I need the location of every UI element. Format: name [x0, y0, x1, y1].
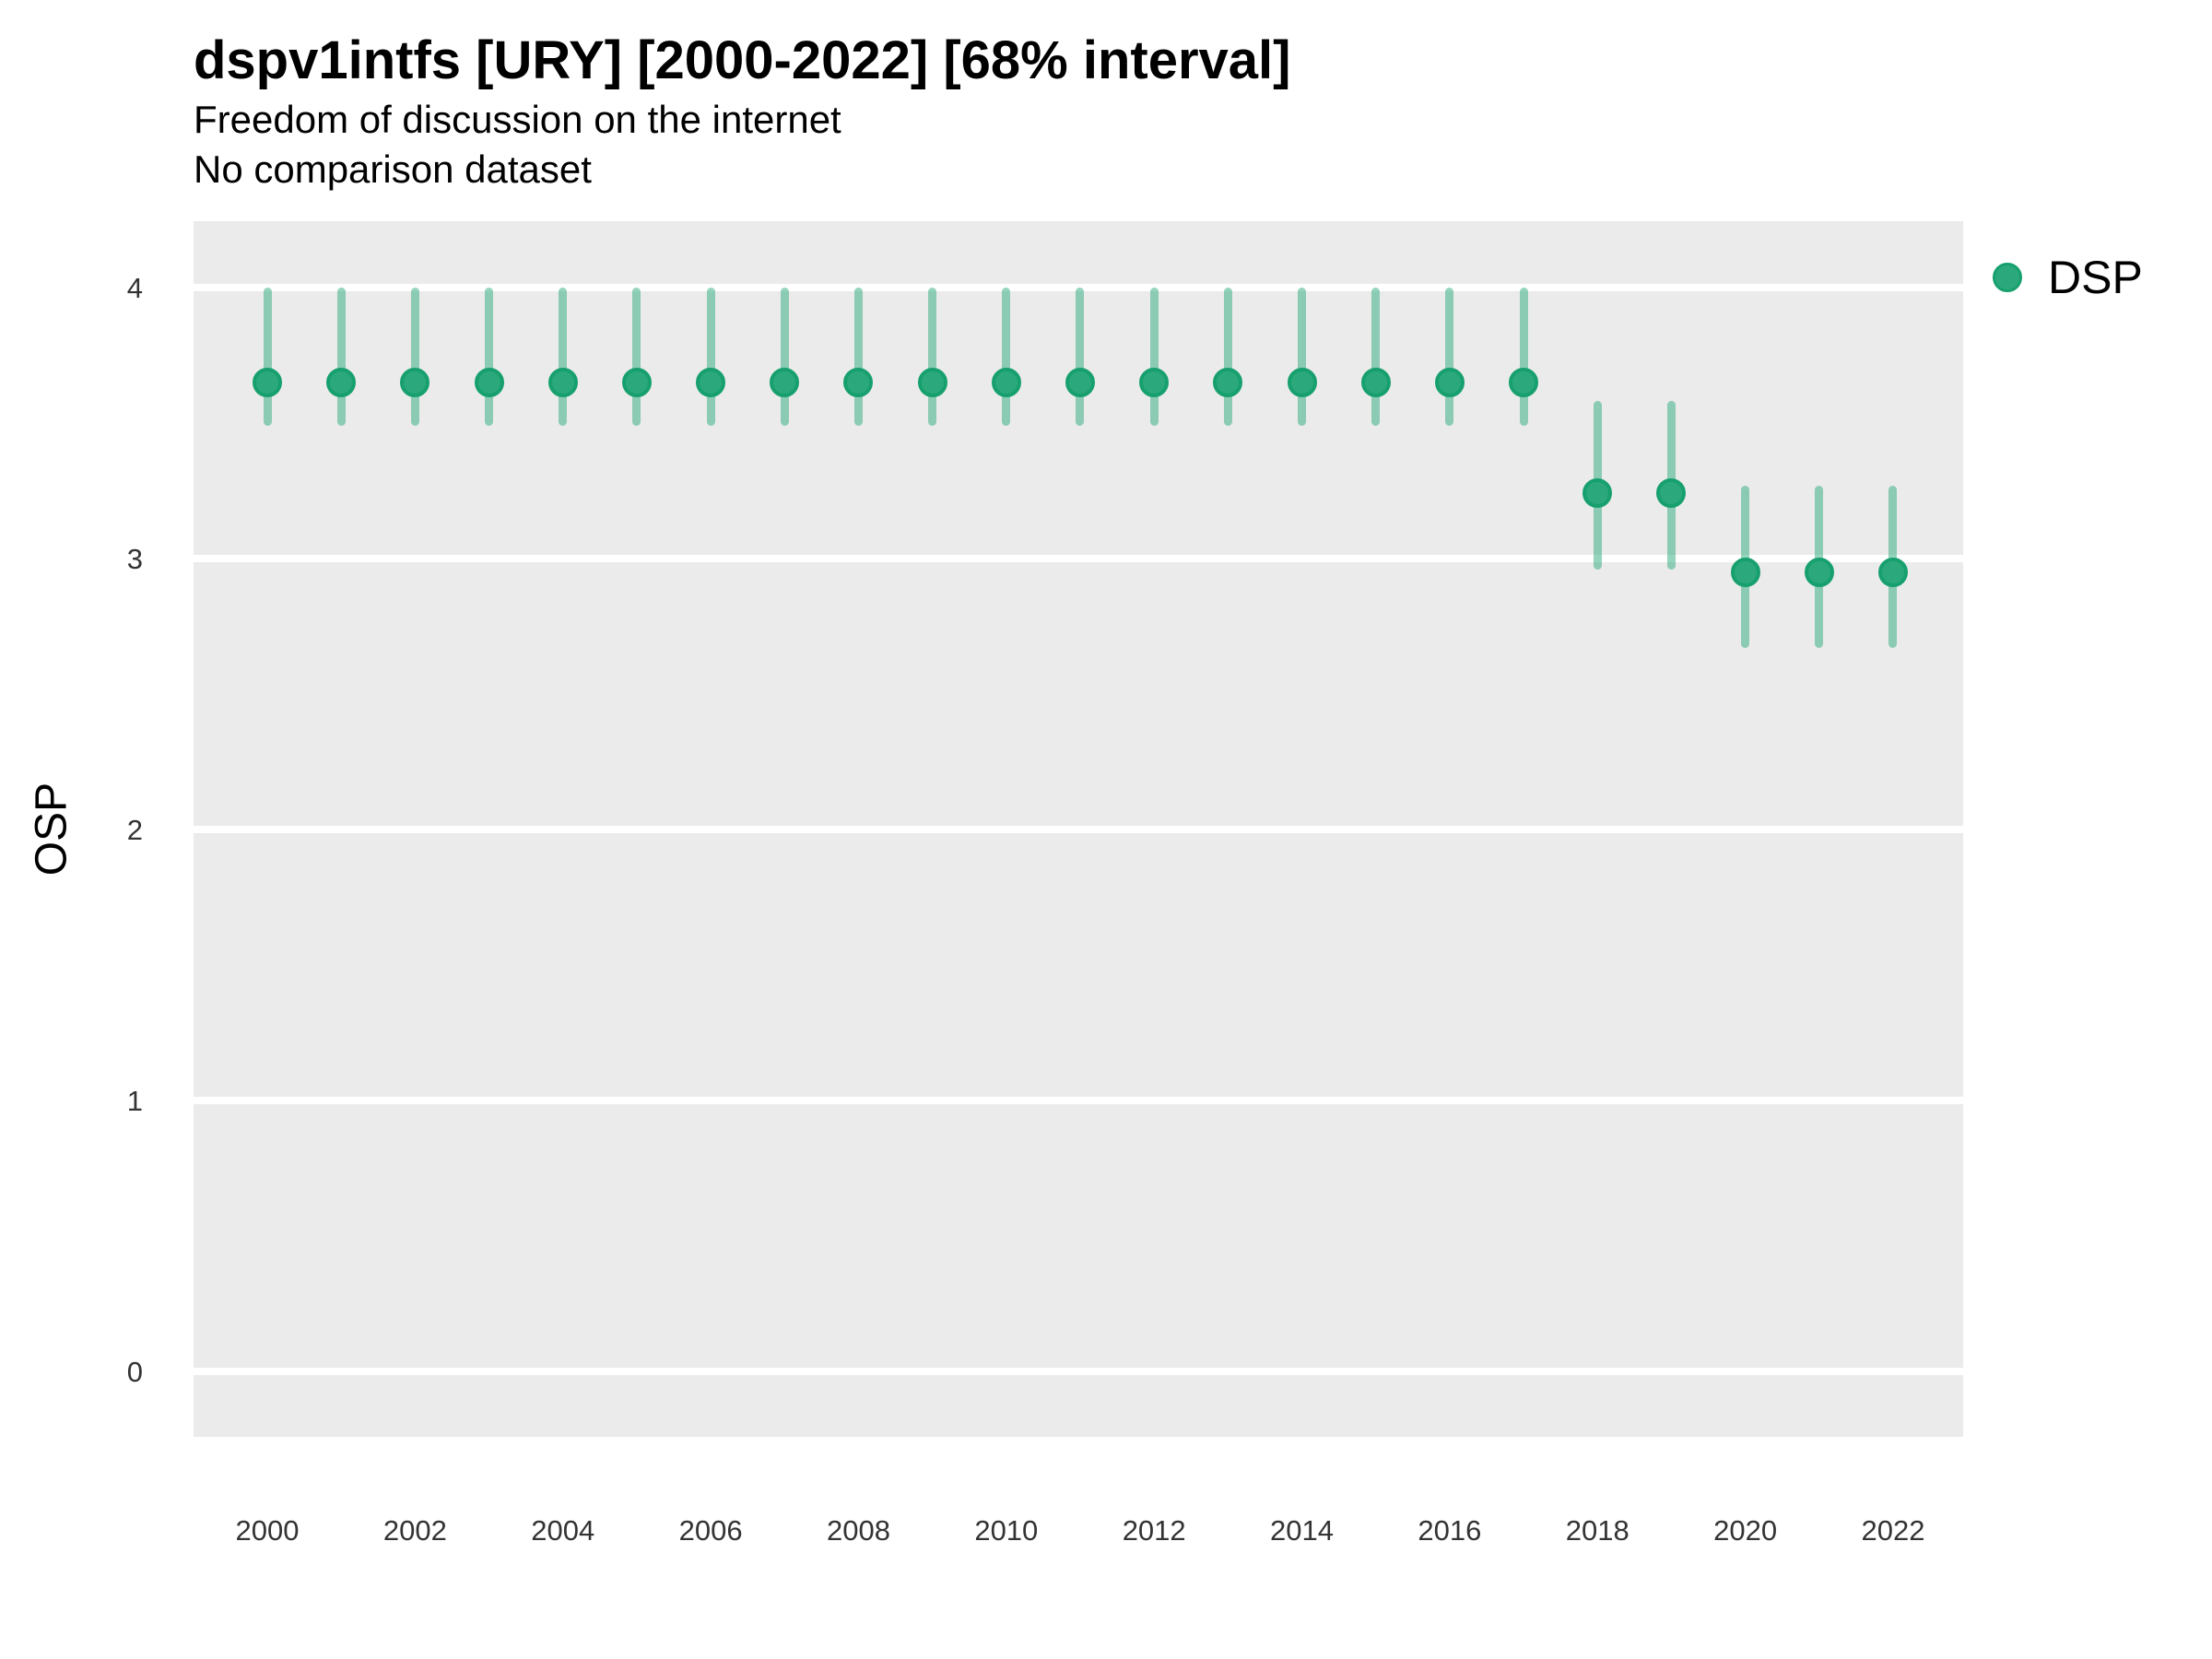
data-point — [1877, 557, 1908, 587]
data-point — [1065, 367, 1095, 397]
y-tick-label: 4 — [126, 272, 143, 304]
interval-bar — [1223, 288, 1232, 426]
y-tick-label: 0 — [126, 1356, 143, 1388]
data-point — [696, 367, 726, 397]
data-point — [1656, 478, 1687, 509]
x-tick-label: 2014 — [1270, 1514, 1335, 1547]
data-point — [474, 367, 504, 397]
y-tick-label: 1 — [126, 1085, 143, 1117]
data-point — [991, 367, 1021, 397]
chart-subtitle: Freedom of discussion on the internet — [194, 98, 841, 141]
interval-bar — [1445, 288, 1454, 426]
legend: DSP — [1993, 251, 2143, 304]
data-point — [1509, 367, 1539, 397]
interval-bar — [1076, 288, 1085, 426]
x-tick-label: 2012 — [1122, 1514, 1186, 1547]
interval-bar — [1298, 288, 1307, 426]
x-tick-label: 2010 — [974, 1514, 1039, 1547]
gridline-y-1 — [194, 1097, 1963, 1104]
gridline-y-3 — [194, 555, 1963, 562]
data-point — [1730, 557, 1760, 587]
data-point — [770, 367, 800, 397]
interval-bar — [410, 288, 419, 426]
interval-bar — [1002, 288, 1011, 426]
data-point — [621, 367, 652, 397]
data-point — [1360, 367, 1391, 397]
data-point — [547, 367, 578, 397]
data-point — [843, 367, 874, 397]
data-point — [1213, 367, 1243, 397]
chart-title: dspv1intfs [URY] [2000-2022] [68% interv… — [194, 30, 1291, 90]
x-tick-label: 2006 — [678, 1514, 743, 1547]
interval-bar — [853, 288, 863, 426]
plot-panel — [194, 221, 1963, 1437]
data-point — [400, 367, 430, 397]
legend-key-dot — [1993, 263, 2022, 292]
x-tick-label: 2008 — [826, 1514, 890, 1547]
interval-bar — [632, 288, 641, 426]
interval-bar — [263, 288, 272, 426]
interval-bar — [1371, 288, 1381, 426]
interval-bar — [485, 288, 494, 426]
interval-bar — [780, 288, 789, 426]
data-point — [1287, 367, 1317, 397]
interval-bar — [928, 288, 937, 426]
gridline-y-0 — [194, 1368, 1963, 1375]
x-tick-label: 2020 — [1713, 1514, 1778, 1547]
x-tick-label: 2002 — [382, 1514, 447, 1547]
data-point — [1139, 367, 1170, 397]
x-tick-label: 2022 — [1861, 1514, 1925, 1547]
y-tick-label: 3 — [126, 543, 143, 575]
interval-bar — [1149, 288, 1159, 426]
data-point — [1434, 367, 1465, 397]
data-point — [917, 367, 947, 397]
interval-bar — [1519, 288, 1528, 426]
x-tick-label: 2016 — [1418, 1514, 1482, 1547]
data-point — [253, 367, 282, 397]
chart-note: No comparison dataset — [194, 147, 592, 191]
gridline-y-2 — [194, 826, 1963, 833]
x-tick-label: 2018 — [1565, 1514, 1630, 1547]
data-point — [326, 367, 357, 397]
x-tick-label: 2004 — [531, 1514, 595, 1547]
data-point — [1804, 557, 1834, 587]
legend-label: DSP — [2048, 252, 2143, 303]
data-point — [1583, 478, 1613, 509]
interval-bar — [559, 288, 568, 426]
x-tick-label: 2000 — [235, 1514, 300, 1547]
y-tick-label: 2 — [126, 814, 143, 846]
interval-bar — [706, 288, 715, 426]
interval-bar — [336, 288, 346, 426]
